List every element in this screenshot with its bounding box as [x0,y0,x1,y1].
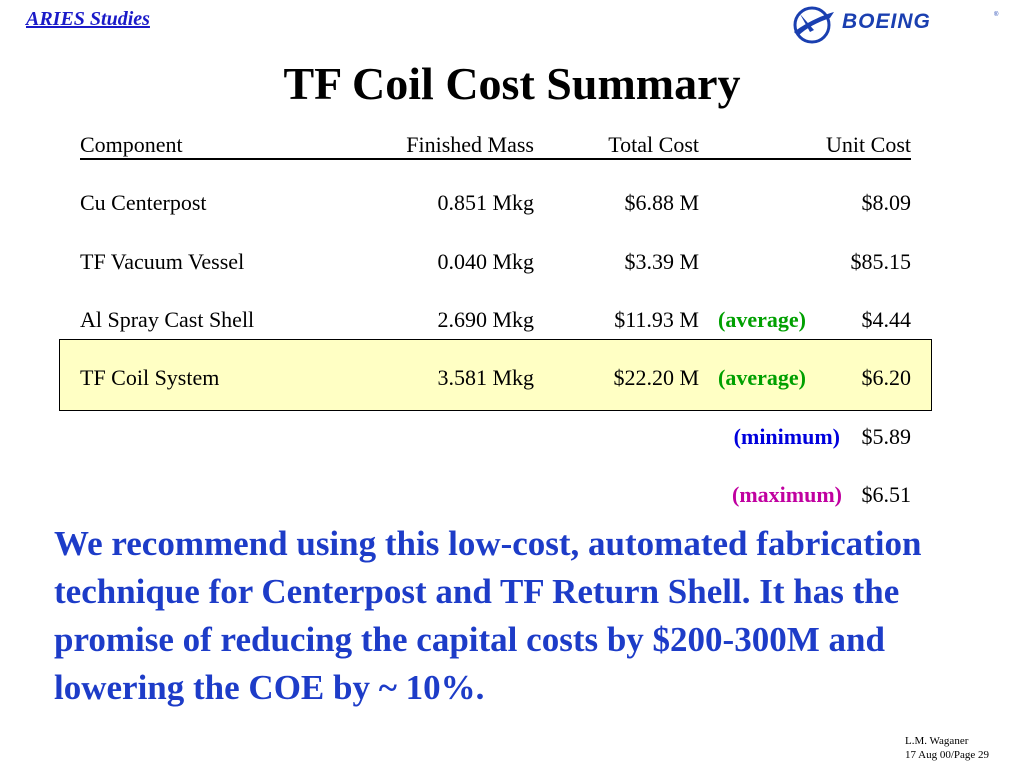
minimum-note: (minimum) [733,424,840,449]
footer-date-page: 17 Aug 00/Page 29 [905,749,990,761]
tf-coil-system-highlight [59,339,932,411]
footer: L.M. Waganer 17 Aug 00/Page 29 [905,734,989,762]
minimum-unit-cost: $5.89 [861,424,912,449]
row-unit-cost: $85.15 [850,249,912,274]
recommendation-text: We recommend using this low-cost, automa… [54,524,922,707]
row-component: TF Coil System [80,365,220,390]
row-mass: 2.690 Mkg [437,307,534,332]
row-unit-cost: $8.09 [861,190,912,215]
row-mass: 0.040 Mkg [437,249,534,274]
boeing-logo-icon: BOEING ® [793,6,999,44]
col-header-component: Component [80,132,183,157]
svg-text:®: ® [994,11,999,18]
row-total-cost: $22.20 M [613,365,699,390]
page-title: TF Coil Cost Summary [283,58,741,109]
footer-author: L.M. Waganer [905,735,969,747]
header-underline [80,158,911,160]
col-header-total-cost: Total Cost [608,132,699,157]
row-note-average: (average) [718,365,806,390]
aries-studies-link[interactable]: ARIES Studies [26,8,150,30]
boeing-logo-text: BOEING [842,10,931,33]
row-unit-cost: $4.44 [861,307,912,332]
row-component: TF Vacuum Vessel [80,249,245,274]
row-component: Cu Centerpost [80,190,207,215]
row-total-cost: $11.93 M [614,307,699,332]
maximum-unit-cost: $6.51 [861,482,912,507]
col-header-unit-cost: Unit Cost [826,132,911,157]
row-total-cost: $6.88 M [624,190,699,215]
row-component: Al Spray Cast Shell [80,307,255,332]
row-unit-cost: $6.20 [861,365,912,390]
maximum-note: (maximum) [732,482,842,507]
row-mass: 0.851 Mkg [437,190,534,215]
row-total-cost: $3.39 M [624,249,699,274]
row-note-average: (average) [718,307,806,332]
row-mass: 3.581 Mkg [437,365,534,390]
col-header-finished-mass: Finished Mass [406,132,534,157]
